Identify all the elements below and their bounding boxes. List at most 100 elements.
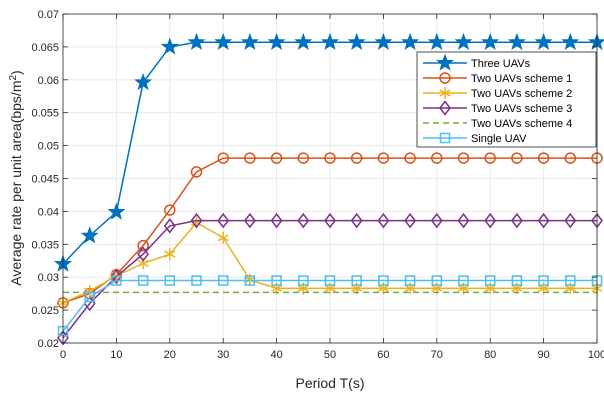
square-marker	[324, 275, 336, 286]
legend-label: Three UAVs	[471, 58, 531, 70]
star-marker	[454, 32, 473, 50]
diamond-marker	[430, 212, 443, 229]
y-axis-label-superscript: 2	[8, 75, 19, 81]
y-axis-label-close: )	[8, 70, 24, 75]
diamond-marker	[564, 212, 577, 229]
star-marker	[347, 32, 366, 50]
square-marker	[164, 275, 176, 286]
series-line	[62, 219, 597, 339]
square-marker	[244, 275, 256, 286]
circle-marker	[457, 152, 470, 164]
diamond-marker	[243, 212, 256, 229]
axis-ticks: 0 10 20 30 40 50 60 70 80 90 100 0.02 0.025 0.03 0.035…	[31, 9, 604, 361]
y-tick-label: 0.055	[31, 108, 59, 120]
star-marker	[320, 32, 340, 50]
legend-label: Single UAV	[471, 133, 527, 145]
y-axis-label: Average rate per unit area(bps/m2)	[8, 70, 24, 285]
asterisk-marker	[137, 257, 149, 270]
y-tick-label: 0.04	[38, 206, 59, 218]
y-tick-label: 0.06	[38, 75, 59, 87]
diamond-marker	[510, 212, 523, 229]
diamond-marker	[377, 212, 390, 229]
star-marker	[561, 32, 580, 50]
star-marker	[534, 32, 553, 50]
square-marker	[217, 275, 229, 286]
diamond-marker	[297, 212, 310, 229]
square-marker	[538, 275, 549, 286]
circle-marker	[270, 152, 283, 164]
series-line	[62, 279, 597, 332]
star-marker	[214, 32, 233, 50]
star-marker	[240, 32, 259, 50]
star-marker	[134, 72, 153, 91]
diamond-marker	[537, 212, 550, 229]
star-marker	[374, 32, 393, 50]
legend-entry: Two UAVs scheme 1	[423, 72, 572, 85]
square-marker	[431, 275, 443, 286]
y-tick-label: 0.025	[31, 305, 59, 317]
diamond-marker	[324, 212, 336, 229]
circle-marker	[484, 152, 496, 164]
asterisk-marker	[217, 231, 229, 244]
series-two-uavs-scheme-1	[57, 152, 603, 309]
star-marker	[507, 32, 526, 50]
star-marker	[401, 32, 420, 50]
circle-marker	[190, 166, 203, 178]
circle-marker	[537, 152, 550, 164]
circle-marker	[164, 204, 176, 216]
x-tick-label: 40	[270, 349, 282, 361]
circle-marker	[137, 239, 149, 252]
x-tick-label: 60	[377, 349, 389, 361]
diamond-marker	[439, 100, 451, 116]
diamond-marker	[270, 212, 283, 229]
diamond-marker	[163, 218, 176, 234]
y-tick-label: 0.065	[31, 42, 59, 54]
asterisk-marker	[164, 248, 176, 261]
series-single-uav	[57, 275, 603, 337]
diamond-marker	[190, 212, 203, 229]
legend-label: Two UAVs scheme 3	[471, 103, 572, 115]
star-marker	[80, 226, 99, 244]
star-marker	[267, 32, 286, 50]
x-tick-label: 0	[60, 349, 66, 361]
legend-label: Two UAVs scheme 1	[471, 73, 572, 85]
x-tick-label: 30	[217, 349, 229, 361]
square-marker	[458, 275, 469, 286]
square-marker	[111, 275, 122, 286]
square-marker	[351, 275, 362, 286]
x-tick-label: 20	[164, 349, 176, 361]
star-marker	[187, 32, 206, 50]
circle-marker	[244, 152, 256, 164]
asterisk-marker	[439, 87, 451, 99]
legend-entry: Two UAVs scheme 4	[423, 118, 572, 130]
y-tick-label: 0.03	[38, 272, 59, 284]
x-tick-label: 10	[110, 349, 122, 361]
square-marker	[484, 275, 496, 286]
legend-label: Two UAVs scheme 2	[471, 88, 572, 100]
star-marker	[481, 32, 500, 50]
diamond-marker	[137, 246, 150, 262]
x-tick-label: 90	[537, 349, 549, 361]
legend: Three UAVs Two UAVs scheme 1 Two UAVs sche…	[416, 51, 597, 148]
x-tick-label: 50	[324, 349, 336, 361]
legend-label: Two UAVs scheme 4	[471, 118, 572, 130]
y-tick-label: 0.05	[38, 141, 59, 153]
circle-marker	[297, 152, 310, 164]
diamond-marker	[404, 212, 417, 229]
x-tick-label: 80	[484, 349, 496, 361]
circle-marker	[439, 72, 451, 84]
square-marker	[404, 275, 416, 286]
circle-marker	[431, 152, 443, 164]
square-marker	[84, 291, 95, 303]
circle-marker	[511, 152, 523, 164]
diamond-marker	[217, 212, 230, 229]
legend-entry: Single UAV	[423, 132, 527, 145]
diamond-marker	[457, 212, 470, 229]
square-marker	[511, 275, 523, 286]
legend-entry: Two UAVs scheme 2	[423, 87, 572, 100]
y-tick-label: 0.02	[38, 338, 59, 350]
square-marker	[378, 275, 389, 286]
circle-marker	[350, 152, 363, 164]
square-marker	[298, 275, 309, 286]
